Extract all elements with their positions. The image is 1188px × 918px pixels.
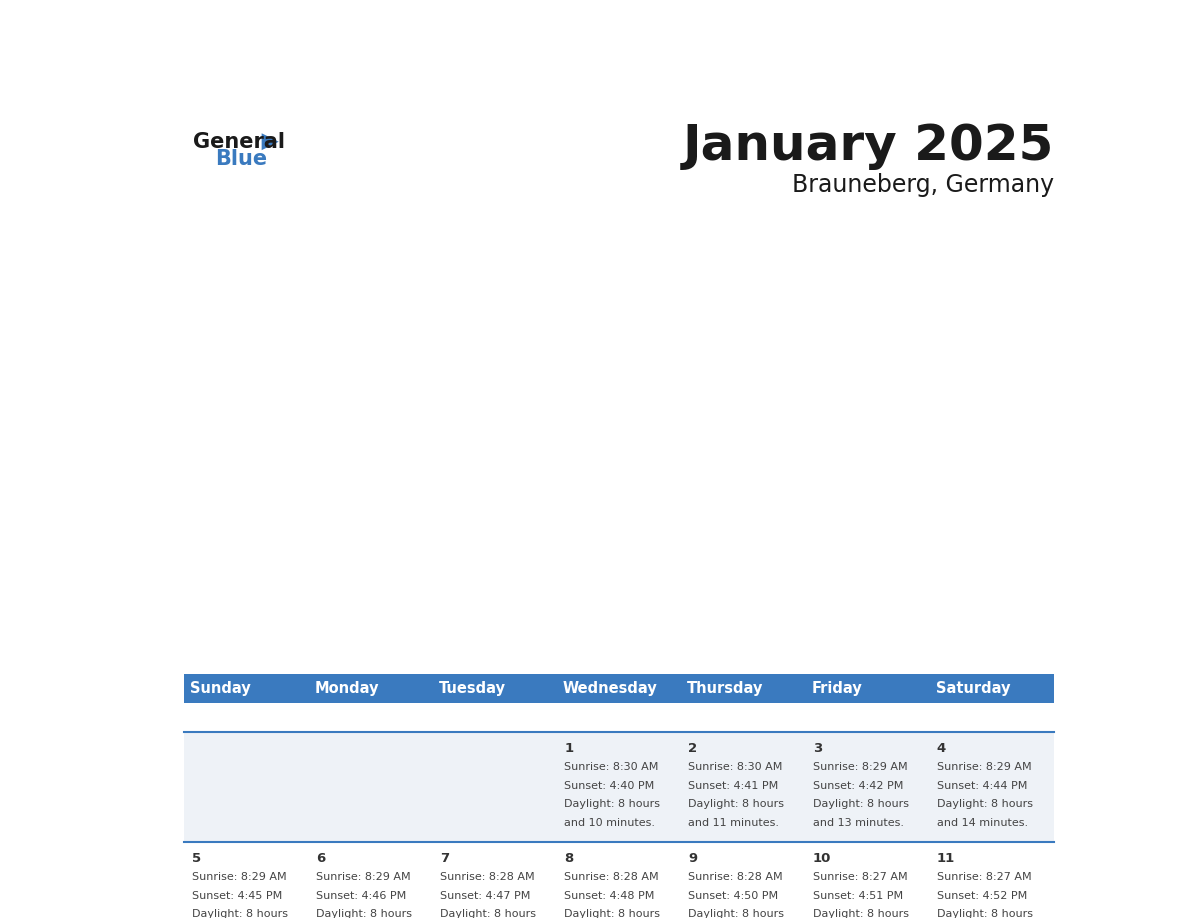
Bar bbox=[432, 843, 557, 918]
Bar bbox=[805, 733, 929, 843]
Text: Sunrise: 8:30 AM: Sunrise: 8:30 AM bbox=[564, 762, 658, 772]
Text: Sunrise: 8:29 AM: Sunrise: 8:29 AM bbox=[813, 762, 908, 772]
Text: 2: 2 bbox=[689, 743, 697, 756]
Text: Sunrise: 8:28 AM: Sunrise: 8:28 AM bbox=[440, 872, 535, 882]
Text: Daylight: 8 hours: Daylight: 8 hours bbox=[564, 800, 661, 810]
Text: Sunday: Sunday bbox=[190, 681, 251, 696]
Text: Sunset: 4:51 PM: Sunset: 4:51 PM bbox=[813, 890, 903, 901]
Text: Wednesday: Wednesday bbox=[563, 681, 658, 696]
Text: Sunrise: 8:28 AM: Sunrise: 8:28 AM bbox=[689, 872, 783, 882]
Text: 6: 6 bbox=[316, 852, 326, 865]
Text: 5: 5 bbox=[191, 852, 201, 865]
Bar bbox=[681, 674, 805, 703]
Text: Daylight: 8 hours: Daylight: 8 hours bbox=[689, 800, 784, 810]
Text: Friday: Friday bbox=[811, 681, 862, 696]
Bar bbox=[929, 733, 1054, 843]
Text: Daylight: 8 hours: Daylight: 8 hours bbox=[937, 800, 1032, 810]
Text: Sunrise: 8:29 AM: Sunrise: 8:29 AM bbox=[191, 872, 286, 882]
Text: Blue: Blue bbox=[215, 149, 267, 169]
Bar bbox=[432, 674, 557, 703]
Bar bbox=[557, 733, 681, 843]
Text: and 11 minutes.: and 11 minutes. bbox=[689, 818, 779, 828]
Text: Saturday: Saturday bbox=[936, 681, 1010, 696]
Polygon shape bbox=[261, 133, 279, 151]
Text: January 2025: January 2025 bbox=[682, 122, 1054, 170]
Text: Thursday: Thursday bbox=[687, 681, 764, 696]
Text: and 13 minutes.: and 13 minutes. bbox=[813, 818, 904, 828]
Text: Sunset: 4:45 PM: Sunset: 4:45 PM bbox=[191, 890, 282, 901]
Text: 3: 3 bbox=[813, 743, 822, 756]
Text: Daylight: 8 hours: Daylight: 8 hours bbox=[440, 910, 536, 918]
Text: Sunset: 4:44 PM: Sunset: 4:44 PM bbox=[937, 780, 1028, 790]
Text: Sunset: 4:52 PM: Sunset: 4:52 PM bbox=[937, 890, 1028, 901]
Bar bbox=[184, 843, 309, 918]
Text: Brauneberg, Germany: Brauneberg, Germany bbox=[791, 174, 1054, 197]
Bar bbox=[184, 733, 309, 843]
Text: and 10 minutes.: and 10 minutes. bbox=[564, 818, 656, 828]
Text: and 14 minutes.: and 14 minutes. bbox=[937, 818, 1028, 828]
Text: Sunset: 4:47 PM: Sunset: 4:47 PM bbox=[440, 890, 530, 901]
Bar bbox=[929, 674, 1054, 703]
Bar bbox=[557, 843, 681, 918]
Text: Sunset: 4:42 PM: Sunset: 4:42 PM bbox=[813, 780, 903, 790]
Text: 1: 1 bbox=[564, 743, 574, 756]
Bar bbox=[681, 733, 805, 843]
Text: Sunrise: 8:29 AM: Sunrise: 8:29 AM bbox=[316, 872, 410, 882]
Text: Sunrise: 8:27 AM: Sunrise: 8:27 AM bbox=[937, 872, 1031, 882]
Bar bbox=[557, 674, 681, 703]
Bar bbox=[432, 733, 557, 843]
Text: Daylight: 8 hours: Daylight: 8 hours bbox=[813, 910, 909, 918]
Bar bbox=[805, 843, 929, 918]
Text: Sunrise: 8:29 AM: Sunrise: 8:29 AM bbox=[937, 762, 1031, 772]
Text: Daylight: 8 hours: Daylight: 8 hours bbox=[191, 910, 287, 918]
Bar bbox=[309, 674, 432, 703]
Text: General: General bbox=[194, 131, 285, 151]
Text: Sunset: 4:46 PM: Sunset: 4:46 PM bbox=[316, 890, 406, 901]
Text: 4: 4 bbox=[937, 743, 946, 756]
Text: Daylight: 8 hours: Daylight: 8 hours bbox=[813, 800, 909, 810]
Bar bbox=[805, 674, 929, 703]
Text: Daylight: 8 hours: Daylight: 8 hours bbox=[937, 910, 1032, 918]
Text: Sunset: 4:40 PM: Sunset: 4:40 PM bbox=[564, 780, 655, 790]
Text: Sunrise: 8:30 AM: Sunrise: 8:30 AM bbox=[689, 762, 783, 772]
Text: Sunset: 4:41 PM: Sunset: 4:41 PM bbox=[689, 780, 779, 790]
Text: Sunset: 4:48 PM: Sunset: 4:48 PM bbox=[564, 890, 655, 901]
Bar bbox=[681, 843, 805, 918]
Text: Monday: Monday bbox=[315, 681, 379, 696]
Text: 7: 7 bbox=[440, 852, 449, 865]
Text: Daylight: 8 hours: Daylight: 8 hours bbox=[689, 910, 784, 918]
Bar bbox=[184, 674, 309, 703]
Text: 9: 9 bbox=[689, 852, 697, 865]
Text: 11: 11 bbox=[937, 852, 955, 865]
Text: Sunrise: 8:28 AM: Sunrise: 8:28 AM bbox=[564, 872, 659, 882]
Text: Sunrise: 8:27 AM: Sunrise: 8:27 AM bbox=[813, 872, 908, 882]
Bar bbox=[929, 843, 1054, 918]
Text: Sunset: 4:50 PM: Sunset: 4:50 PM bbox=[689, 890, 778, 901]
Bar bbox=[309, 733, 432, 843]
Text: 10: 10 bbox=[813, 852, 832, 865]
Text: Daylight: 8 hours: Daylight: 8 hours bbox=[564, 910, 661, 918]
Text: 8: 8 bbox=[564, 852, 574, 865]
Text: Daylight: 8 hours: Daylight: 8 hours bbox=[316, 910, 412, 918]
Bar bbox=[309, 843, 432, 918]
Text: Tuesday: Tuesday bbox=[438, 681, 506, 696]
